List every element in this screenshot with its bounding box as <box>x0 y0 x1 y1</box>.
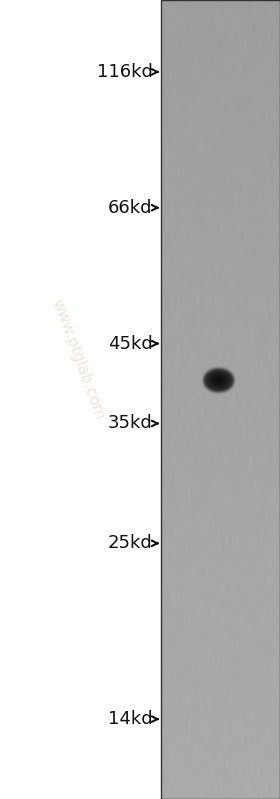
Text: www.ptglab.com: www.ptglab.com <box>50 297 107 422</box>
Text: 45kd: 45kd <box>108 335 153 352</box>
Text: 25kd: 25kd <box>108 535 153 552</box>
Text: 35kd: 35kd <box>108 415 153 432</box>
Text: 14kd: 14kd <box>108 710 153 728</box>
Text: 116kd: 116kd <box>97 63 153 81</box>
Text: 66kd: 66kd <box>108 199 153 217</box>
Bar <box>161 0 280 799</box>
